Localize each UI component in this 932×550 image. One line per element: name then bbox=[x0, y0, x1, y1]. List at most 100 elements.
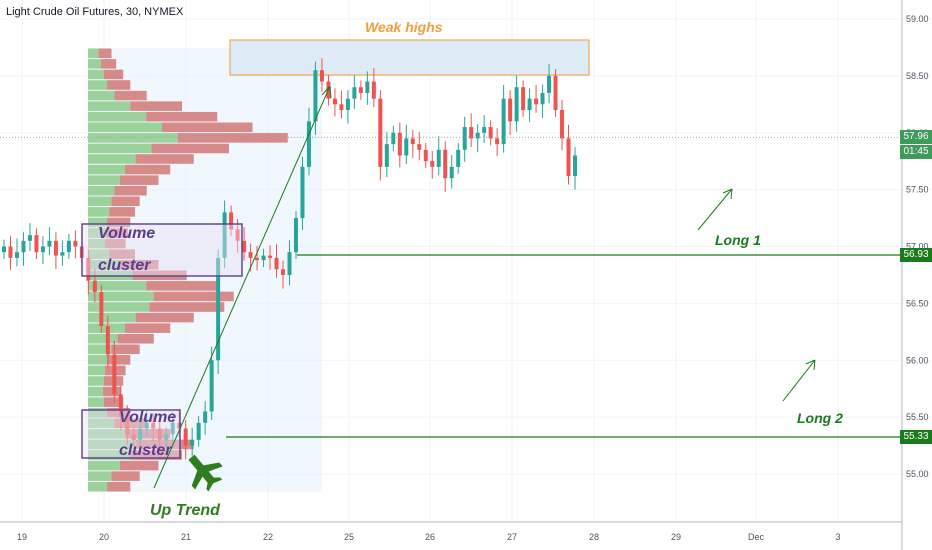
candle-body bbox=[482, 127, 487, 133]
x-tick-label: 22 bbox=[263, 532, 273, 542]
profile-bar-down bbox=[135, 154, 194, 164]
candle-body bbox=[293, 218, 298, 253]
uptrend-arrow-head bbox=[321, 85, 332, 99]
y-tick-label: 56.00 bbox=[906, 355, 929, 365]
x-tick-label: 21 bbox=[181, 532, 191, 542]
x-tick-label: 26 bbox=[425, 532, 435, 542]
profile-bar-up bbox=[88, 133, 178, 143]
profile-bar-down bbox=[102, 386, 121, 397]
profile-bar-down bbox=[103, 397, 124, 407]
volume-cluster-1-line2: cluster bbox=[98, 257, 151, 274]
candle-body bbox=[378, 98, 383, 167]
candle-body bbox=[112, 354, 117, 395]
profile-bar-down bbox=[117, 333, 154, 344]
candle-body bbox=[209, 360, 214, 412]
candle-body bbox=[216, 257, 221, 361]
weak-highs-label: Weak highs bbox=[365, 19, 443, 35]
profile-bar-down bbox=[98, 48, 112, 59]
profile-bar-down bbox=[107, 80, 131, 90]
profile-bar-up bbox=[88, 217, 108, 228]
volume-cluster-box-1 bbox=[81, 223, 243, 277]
candle-body bbox=[53, 240, 58, 256]
profile-bar-up bbox=[88, 418, 115, 429]
candle-body bbox=[105, 326, 110, 355]
candle-body bbox=[547, 75, 552, 93]
candle-body bbox=[248, 252, 253, 258]
profile-bar-down bbox=[109, 249, 135, 259]
candle-body bbox=[274, 257, 279, 270]
y-tick-label: 55.50 bbox=[906, 412, 929, 422]
candle-body bbox=[573, 155, 577, 176]
y-tick-label: 56.50 bbox=[906, 298, 929, 308]
candle-body bbox=[164, 434, 169, 440]
profile-bar-up bbox=[88, 376, 104, 386]
profile-bar-down bbox=[125, 429, 171, 439]
candle-body bbox=[534, 98, 539, 105]
profile-bar-down bbox=[111, 196, 140, 207]
candle-body bbox=[203, 411, 208, 423]
profile-bar-down bbox=[107, 355, 131, 365]
candle-body bbox=[527, 98, 532, 110]
profile-bar-down bbox=[103, 69, 124, 80]
profile-bar-up bbox=[88, 185, 115, 196]
candle-body bbox=[183, 428, 188, 446]
candle-body bbox=[21, 240, 26, 253]
candle-body bbox=[352, 87, 357, 99]
long1-arrow-head bbox=[722, 188, 733, 200]
x-tick-label: 27 bbox=[507, 532, 517, 542]
long-2-label: Long 2 bbox=[797, 410, 843, 426]
profile-bar-up bbox=[88, 80, 108, 90]
candle-body bbox=[86, 257, 91, 281]
candle-body bbox=[268, 255, 273, 258]
long1-arrow-line bbox=[697, 188, 733, 231]
profile-bar-up bbox=[88, 228, 106, 238]
level-2-tag: 55.33 bbox=[900, 430, 932, 444]
candle-body bbox=[60, 252, 65, 256]
candle-body bbox=[118, 394, 123, 418]
profile-bar-down bbox=[105, 228, 128, 238]
profile-bar-down bbox=[107, 407, 131, 418]
candle-body bbox=[495, 138, 500, 145]
candle-body bbox=[469, 127, 474, 139]
profile-bar-up bbox=[88, 164, 126, 175]
candle-body bbox=[365, 81, 370, 93]
profile-bar-up bbox=[88, 429, 126, 439]
profile-bar-down bbox=[119, 259, 159, 270]
profile-bar-down bbox=[109, 207, 135, 217]
profile-bar-down bbox=[119, 460, 159, 471]
profile-bar-up bbox=[88, 397, 104, 407]
volume-cluster-2-line1: Volume bbox=[119, 409, 177, 426]
profile-bar-down bbox=[114, 185, 147, 196]
x-tick-label: 25 bbox=[344, 532, 354, 542]
profile-bar-down bbox=[130, 101, 182, 111]
profile-bar-down bbox=[151, 143, 229, 154]
profile-bar-down bbox=[125, 164, 171, 175]
long2-arrow-line bbox=[782, 359, 816, 402]
profile-bar-up bbox=[88, 111, 147, 122]
candle-body bbox=[125, 417, 130, 435]
x-tick-label: 29 bbox=[671, 532, 681, 542]
candle-body bbox=[177, 422, 182, 429]
uptrend-arrow-line bbox=[153, 85, 331, 489]
candle-body bbox=[287, 252, 292, 275]
profile-bar-up bbox=[88, 69, 104, 80]
x-tick-label: 28 bbox=[589, 532, 599, 542]
candle-body bbox=[157, 428, 162, 440]
candle-body bbox=[462, 127, 467, 150]
profile-bar-up bbox=[88, 249, 110, 259]
profile-bar-down bbox=[125, 323, 171, 333]
candle-body bbox=[2, 246, 6, 253]
profile-bar-down bbox=[177, 133, 288, 143]
profile-bar-down bbox=[135, 312, 194, 323]
profile-bar-up bbox=[88, 302, 150, 312]
profile-bar-up bbox=[88, 481, 108, 492]
candle-body bbox=[222, 212, 227, 258]
profile-bar-up bbox=[88, 281, 147, 291]
long-1-label: Long 1 bbox=[715, 232, 761, 248]
profile-bar-down bbox=[111, 344, 140, 355]
candle-body bbox=[14, 252, 19, 258]
candle-body bbox=[358, 87, 363, 93]
profile-bar-up bbox=[88, 355, 108, 365]
candle-body bbox=[138, 428, 143, 440]
